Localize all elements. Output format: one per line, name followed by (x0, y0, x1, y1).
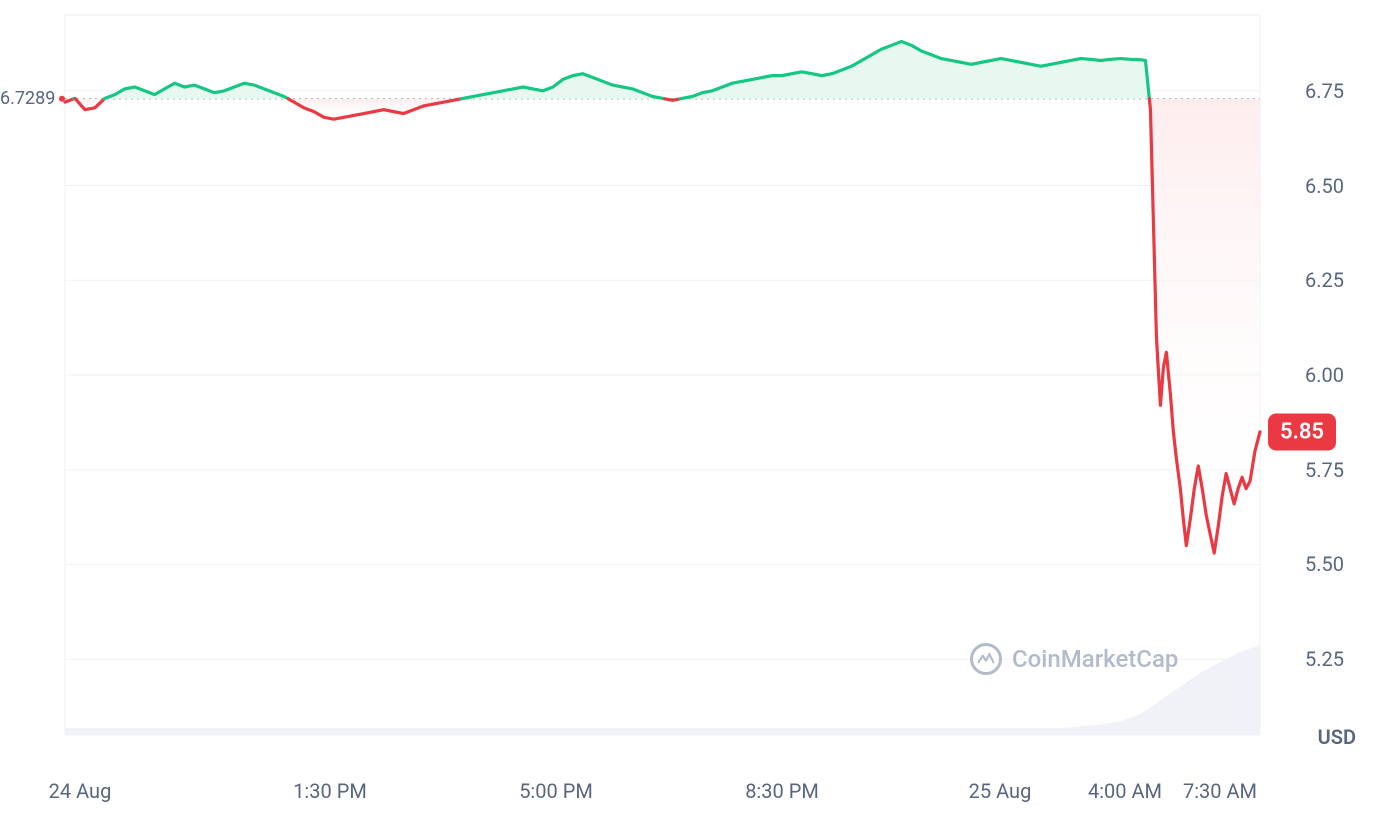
price-chart[interactable]: 6.7289 5.85 USD CoinMarketCap 6.75 6.50 6.… (0, 0, 1374, 821)
current-price-badge: 5.85 (1268, 413, 1336, 450)
y-axis-tick-label: 6.50 (1305, 174, 1344, 198)
x-axis-tick-label: 5:00 PM (519, 779, 593, 803)
y-axis-tick-label: 5.50 (1305, 552, 1344, 576)
watermark: CoinMarketCap (970, 643, 1178, 675)
coinmarketcap-icon (970, 643, 1002, 675)
y-axis-tick-label: 6.00 (1305, 363, 1344, 387)
chart-svg (0, 0, 1374, 821)
y-axis-tick-label: 5.25 (1305, 647, 1344, 671)
x-axis-tick-label: 24 Aug (49, 779, 112, 803)
y-axis-tick-label: 6.75 (1305, 79, 1344, 103)
x-axis-tick-label: 8:30 PM (745, 779, 819, 803)
baseline-price-label: 6.7289 (0, 88, 55, 109)
watermark-text: CoinMarketCap (1012, 645, 1178, 673)
x-axis-tick-label: 7:30 AM (1183, 779, 1257, 803)
x-axis-tick-label: 1:30 PM (293, 779, 367, 803)
y-axis-tick-label: 5.75 (1305, 458, 1344, 482)
x-axis-tick-label: 25 Aug (969, 779, 1032, 803)
x-axis-tick-label: 4:00 AM (1088, 779, 1162, 803)
y-axis-tick-label: 6.25 (1305, 268, 1344, 292)
currency-label: USD (1318, 725, 1356, 749)
